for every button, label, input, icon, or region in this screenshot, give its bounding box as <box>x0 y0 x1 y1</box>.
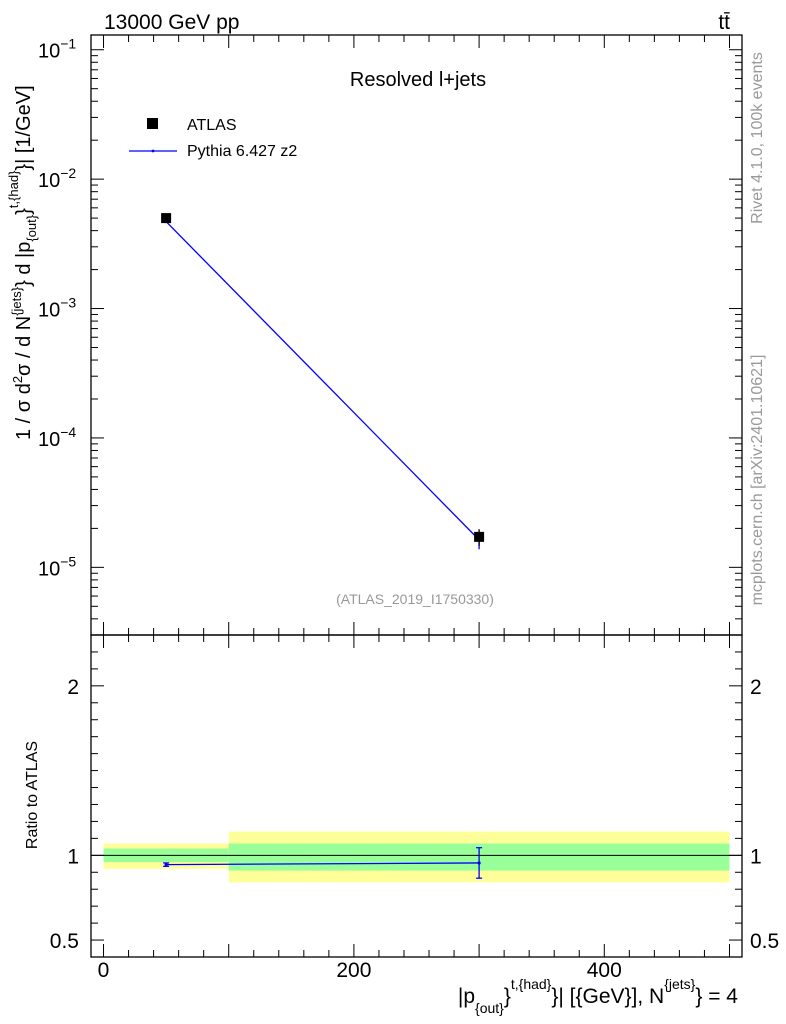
x-axis-title: |p{out}}t,{had}}| [{GeV}], N{jets}} = 4 <box>458 976 738 1016</box>
ratio-y-tick-label-left: 0.5 <box>50 930 79 953</box>
ratio-data-marks <box>163 847 483 879</box>
atlas-point <box>161 213 172 224</box>
ratio-y-axis-title: Ratio to ATLAS <box>24 741 41 849</box>
pythia-series-line <box>165 221 480 541</box>
main-y-tick-label: 10−2 <box>38 165 76 192</box>
ratio-y-tick-label-right: 2 <box>750 676 762 699</box>
header-energy-label: 13000 GeV pp <box>104 11 239 34</box>
analysis-watermark: (ATLAS_2019_I1750330) <box>336 591 494 607</box>
x-tick-label: 400 <box>587 959 622 982</box>
legend: ATLAS Pythia 6.427 z2 <box>129 117 297 160</box>
legend-atlas-label: ATLAS <box>187 117 237 134</box>
legend-pythia-dot <box>151 149 155 153</box>
ratio-pythia-point <box>477 861 481 865</box>
ratio-bands <box>103 831 730 883</box>
ratio-pythia-point <box>164 863 168 867</box>
legend-pythia-label: Pythia 6.427 z2 <box>187 143 297 160</box>
main-y-tick-label: 10−5 <box>38 553 76 580</box>
main-y-tick-label: 10−3 <box>38 295 76 322</box>
ratio-axis-ticks <box>91 634 742 958</box>
main-y-tick-labels: 10−1 10−2 10−3 10−4 10−5 <box>38 36 76 581</box>
main-y-tick-label: 10−1 <box>38 36 76 63</box>
main-data-marks <box>161 213 485 550</box>
rivet-version-label: Rivet 4.1.0, 100k events <box>749 52 766 224</box>
main-panel: 10−1 10−2 10−3 10−4 10−5 Resolved l+jets (AT… <box>6 34 743 636</box>
legend-atlas-marker <box>147 118 158 129</box>
main-y-axis-title: 1 / σ d2σ / d N{jets}} d |p{out}}t,{had}… <box>6 85 39 440</box>
x-tick-label: 0 <box>98 959 110 982</box>
ratio-frame <box>90 634 743 958</box>
atlas-point <box>474 531 485 542</box>
header-process-label: tt̄ <box>718 11 730 34</box>
ratio-y-tick-label-right: 0.5 <box>750 930 779 953</box>
x-tick-label: 200 <box>336 959 371 982</box>
ratio-y-tick-label-left: 2 <box>67 676 79 699</box>
main-y-tick-label: 10−4 <box>38 424 76 451</box>
ratio-y-tick-label-left: 1 <box>67 845 79 868</box>
ratio-panel: 0.5 0.5 1 1 2 2 0 200 400 Ratio to ATLAS |p{out… <box>24 634 779 1016</box>
main-axis-ticks <box>91 35 742 636</box>
ratio-y-tick-labels: 0.5 0.5 1 1 2 2 <box>50 676 779 953</box>
ratio-y-tick-label-right: 1 <box>750 845 762 868</box>
ratio-x-tick-labels: 0 200 400 <box>98 959 622 982</box>
chart-title: Resolved l+jets <box>350 69 486 91</box>
mcplots-label: mcplots.cern.ch [arXiv:2401.10621] <box>749 355 766 606</box>
ratio-pythia-line <box>166 862 480 866</box>
